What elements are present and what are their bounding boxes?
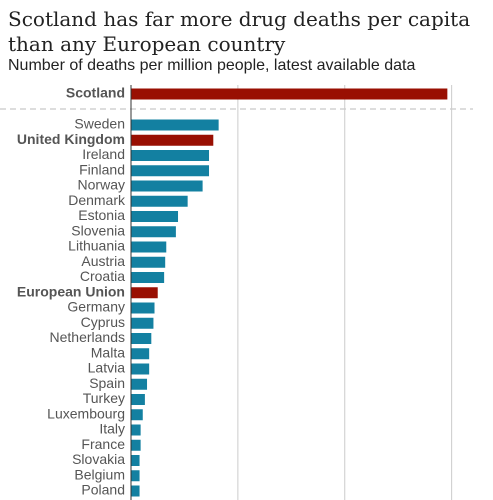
category-label: Austria — [81, 253, 125, 269]
bar — [131, 88, 448, 100]
category-label: Germany — [67, 299, 125, 315]
bar — [131, 363, 150, 375]
bar — [131, 470, 140, 482]
category-label: Italy — [99, 421, 125, 437]
bar — [131, 119, 219, 131]
bar — [131, 394, 145, 405]
bar — [131, 485, 140, 497]
bar — [131, 317, 154, 329]
category-label: Belgium — [74, 466, 125, 482]
bar — [131, 195, 188, 207]
bar — [131, 150, 210, 161]
category-label: Sweden — [74, 116, 125, 132]
chart-title: Scotland has far more drug deaths per ca… — [8, 7, 470, 56]
category-label: Denmark — [68, 192, 126, 208]
bar — [131, 333, 152, 344]
category-label: Scotland — [66, 85, 125, 101]
category-label: United Kingdom — [17, 131, 125, 147]
category-label: European Union — [17, 283, 125, 299]
category-label: Poland — [81, 482, 125, 498]
bar — [131, 180, 203, 192]
category-label: Slovakia — [72, 451, 125, 467]
category-label: Luxembourg — [47, 405, 125, 421]
bar — [131, 134, 214, 146]
category-label: Lithuania — [68, 238, 125, 254]
category-label: France — [81, 436, 125, 452]
bar — [131, 226, 176, 238]
category-label: Latvia — [88, 360, 126, 376]
bar — [131, 302, 155, 314]
chart-subtitle: Number of deaths per million people, lat… — [8, 57, 415, 74]
bar — [131, 439, 141, 451]
category-label: Estonia — [78, 207, 125, 223]
bar — [131, 455, 140, 466]
bar — [131, 348, 150, 360]
bar — [131, 165, 210, 177]
category-label: Slovenia — [71, 222, 125, 238]
category-label: Ireland — [82, 146, 125, 162]
category-label: Finland — [79, 161, 125, 177]
category-label: Spain — [89, 375, 125, 391]
category-label: Turkey — [83, 390, 125, 406]
bar — [131, 378, 148, 390]
category-label: Norway — [78, 177, 125, 193]
category-label: Croatia — [80, 268, 125, 284]
bar — [131, 287, 158, 299]
bar — [131, 241, 167, 253]
bar — [131, 424, 141, 436]
category-label: Netherlands — [50, 329, 126, 345]
bar — [131, 272, 165, 283]
category-label: Malta — [91, 344, 125, 360]
bar — [131, 211, 179, 222]
bar — [131, 256, 166, 268]
bar — [131, 409, 143, 421]
category-label: Cyprus — [81, 314, 125, 330]
